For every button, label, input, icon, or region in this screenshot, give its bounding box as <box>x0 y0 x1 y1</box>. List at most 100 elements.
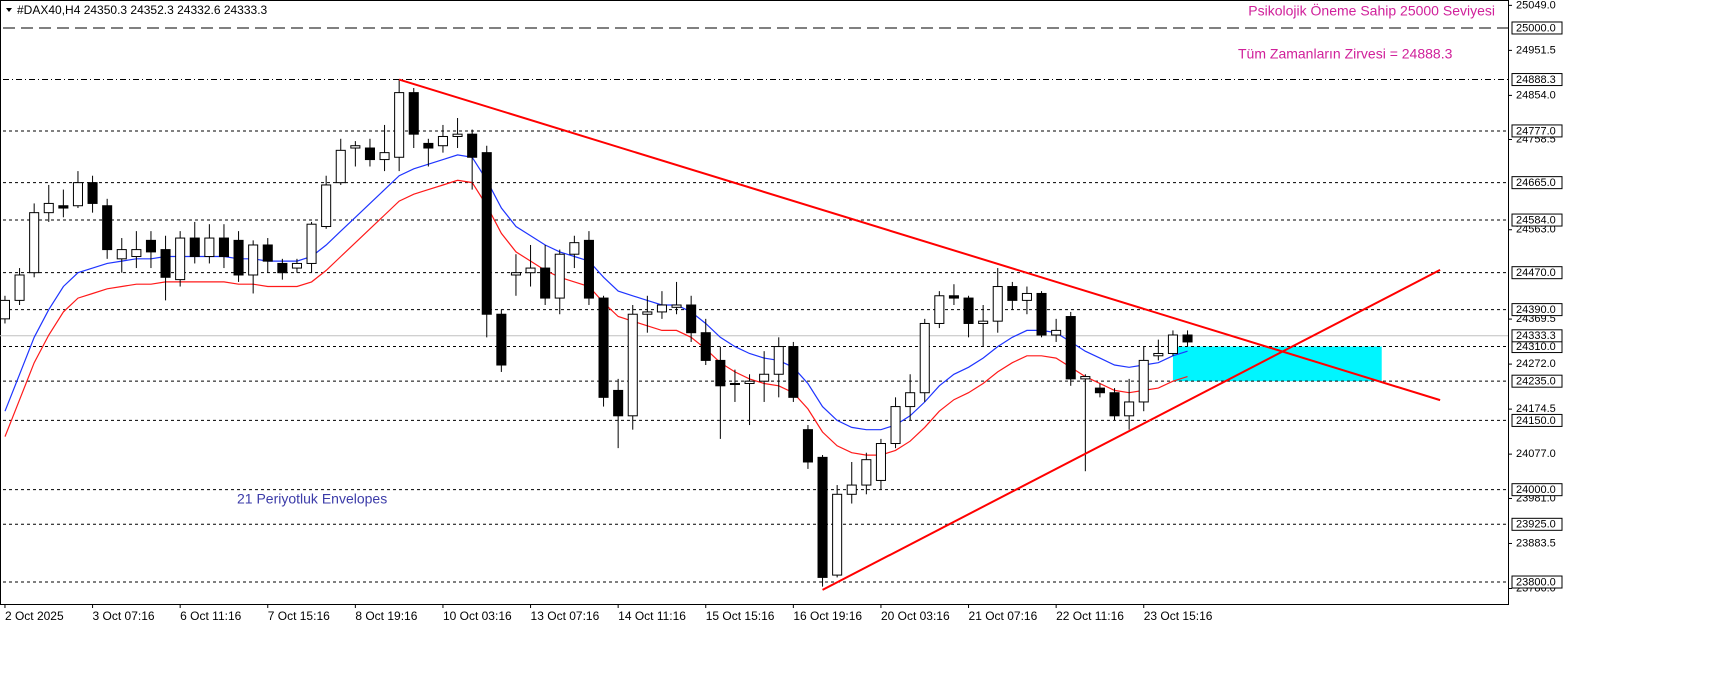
candle-body <box>715 359 726 387</box>
candle-body <box>233 239 244 276</box>
candle-body <box>306 223 317 264</box>
level-label-box <box>1511 266 1563 280</box>
candle-body <box>992 286 1003 322</box>
candle-body <box>686 304 697 334</box>
candle-body <box>262 244 273 262</box>
x-tick-label: 8 Oct 19:16 <box>355 609 417 623</box>
candle-body <box>1138 359 1149 403</box>
candle-body <box>598 297 609 398</box>
candle-body <box>72 182 83 207</box>
candle-body <box>1153 352 1164 357</box>
y-tick-label: 24951.5 <box>1516 44 1556 56</box>
candle-body <box>116 249 127 260</box>
y-tick-label: 24077.0 <box>1516 448 1556 460</box>
candle-body <box>102 205 113 251</box>
candle-body <box>802 429 813 463</box>
level-label: 24888.3 <box>1516 74 1556 86</box>
level-label-box <box>1511 483 1563 497</box>
chart-title: #DAX40,H4 24350.3 24352.3 24332.6 24333.… <box>17 3 268 17</box>
candle-body <box>817 456 828 578</box>
candle-body <box>788 346 799 398</box>
candle-body <box>1109 392 1120 417</box>
y-tick-label: 25049.0 <box>1516 0 1556 11</box>
level-label-box <box>1511 303 1563 317</box>
candle-body <box>978 320 989 324</box>
trendline <box>398 78 1441 402</box>
candle-body <box>1124 401 1135 417</box>
candle-body <box>1167 334 1178 354</box>
candle-body <box>0 299 10 320</box>
level-label: 24777.0 <box>1516 125 1556 137</box>
x-tick-label: 7 Oct 15:16 <box>268 609 330 623</box>
candle-body <box>744 380 755 384</box>
candle-body <box>131 249 142 258</box>
envelope-line <box>4 154 1188 431</box>
level-label: 24333.3 <box>1516 330 1556 342</box>
candle-body <box>160 249 171 278</box>
candle-body <box>350 145 361 149</box>
candle-body <box>1021 292 1032 301</box>
annotation: Tüm Zamanların Zirvesi = 24888.3 <box>1238 46 1453 62</box>
level-label: 24470.0 <box>1516 267 1556 279</box>
x-tick-label: 10 Oct 03:16 <box>443 609 512 623</box>
candle-body <box>613 389 624 417</box>
level-label: 24584.0 <box>1516 214 1556 226</box>
candle-body <box>29 212 40 274</box>
candle-body <box>700 332 711 361</box>
level-label-box <box>1511 517 1563 531</box>
level-label-box <box>1511 329 1563 343</box>
level-label-box <box>1511 374 1563 388</box>
candle-body <box>832 493 843 576</box>
candle-body <box>437 135 448 147</box>
candle-body <box>1036 292 1047 336</box>
level-label: 23800.0 <box>1516 576 1556 588</box>
zone <box>1172 346 1382 382</box>
candle-body <box>875 443 886 481</box>
candle-body <box>175 237 186 281</box>
x-tick-label: 15 Oct 15:16 <box>706 609 775 623</box>
candle-body <box>218 237 229 258</box>
candle-body <box>846 484 857 495</box>
candle-body <box>14 274 25 301</box>
candle-body <box>934 295 945 324</box>
level-label-box <box>1511 73 1563 87</box>
level-label-box <box>1511 213 1563 227</box>
y-tick-label: 24563.0 <box>1516 224 1556 236</box>
x-tick-label: 14 Oct 11:16 <box>618 609 686 623</box>
candle-body <box>394 92 405 158</box>
level-label-box <box>1511 413 1563 427</box>
candle-body <box>1007 286 1018 301</box>
plot-frame <box>0 0 1509 605</box>
candle-body <box>642 311 653 315</box>
candle-body <box>583 239 594 299</box>
candle-body <box>1094 387 1105 394</box>
candle-body <box>145 239 156 253</box>
y-tick-label: 24174.5 <box>1516 403 1556 415</box>
x-tick-label: 6 Oct 11:16 <box>180 609 241 623</box>
y-tick-label: 23883.5 <box>1516 537 1556 549</box>
candle-body <box>569 242 580 255</box>
candle-body <box>890 406 901 445</box>
candle-body <box>759 373 770 382</box>
candle-body <box>919 322 930 394</box>
trendline <box>822 269 1441 591</box>
candle-body <box>656 304 667 313</box>
y-tick-label: 24272.0 <box>1516 358 1556 370</box>
level-label: 24000.0 <box>1516 484 1556 496</box>
candle-body <box>1182 334 1193 343</box>
candle-body <box>525 267 536 274</box>
annotation: 21 Periyotluk Envelopes <box>237 491 387 507</box>
candle-body <box>671 304 682 308</box>
candle-body <box>204 237 215 258</box>
candle-body <box>540 267 551 299</box>
x-tick-label: 3 Oct 07:16 <box>93 609 155 623</box>
x-tick-label: 23 Oct 15:16 <box>1144 609 1213 623</box>
candle-body <box>423 142 434 149</box>
candle-body <box>948 295 959 299</box>
x-tick-label: 22 Oct 11:16 <box>1056 609 1124 623</box>
envelope-line <box>4 179 1188 456</box>
level-label: 25000.0 <box>1516 22 1556 34</box>
candle-body <box>335 149 346 184</box>
level-label: 24310.0 <box>1516 341 1556 353</box>
